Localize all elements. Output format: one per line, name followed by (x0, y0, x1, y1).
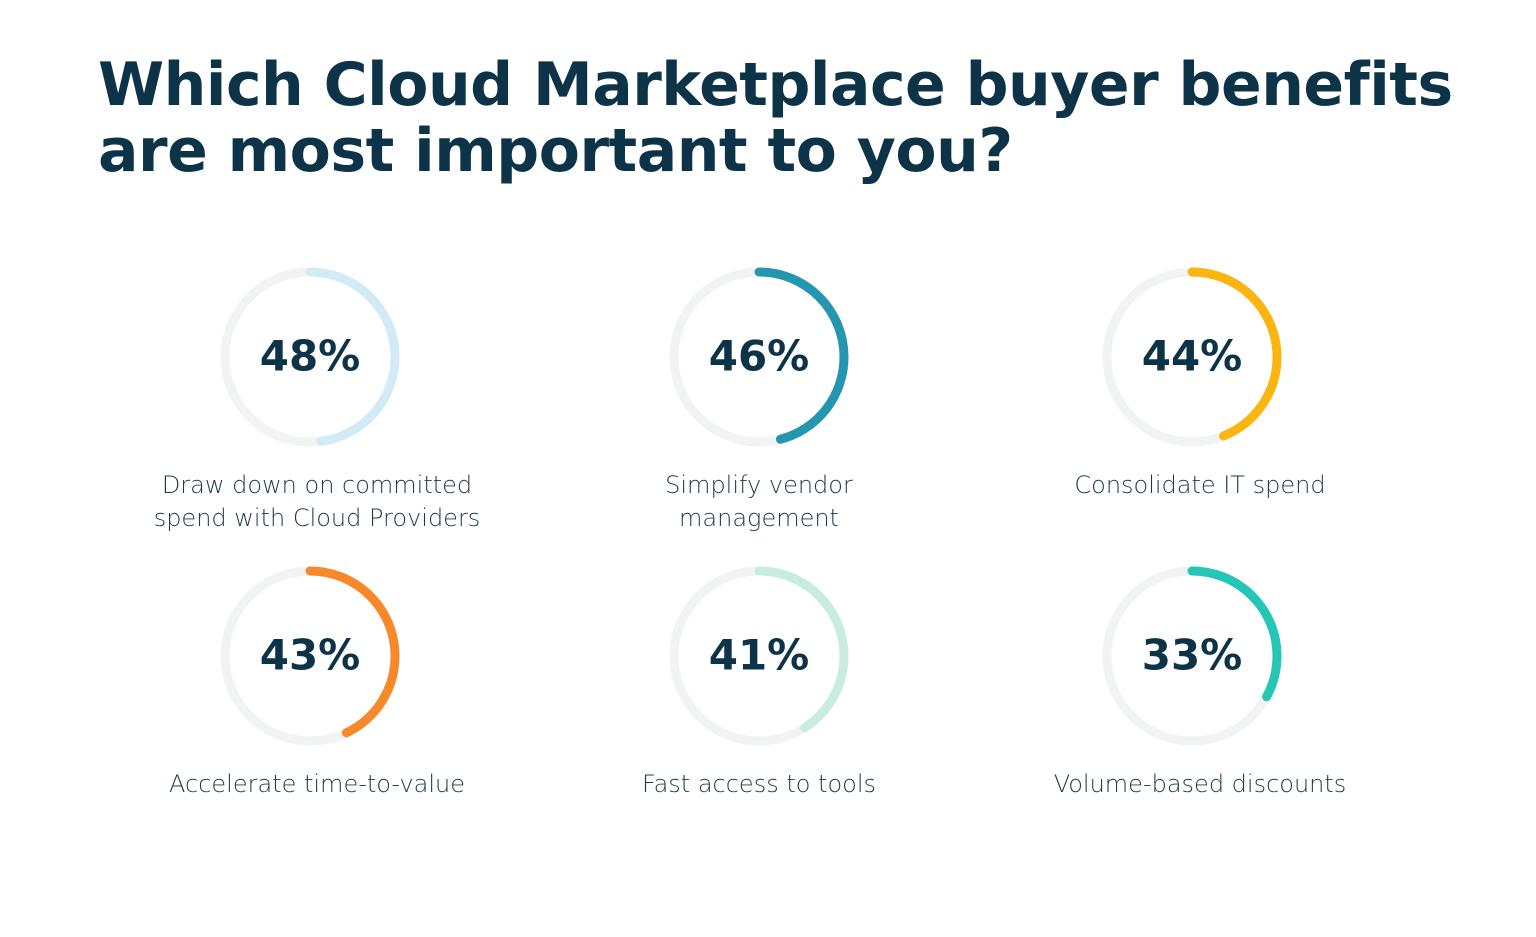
category-label: Consolidate IT spend (1074, 471, 1326, 499)
category-label: Fast access to tools (641, 770, 877, 798)
category-label: Accelerate time-to-value (169, 770, 465, 798)
category-label: Simplify vendor management (665, 471, 853, 532)
value-label: 41% (709, 631, 810, 680)
gauge-arc (1102, 566, 1282, 746)
value-label: 43% (260, 631, 361, 680)
gauge-arc (220, 566, 400, 746)
category-label: Volume-based discounts (1053, 770, 1347, 798)
gauge-arc (669, 566, 849, 746)
value-label: 33% (1142, 631, 1243, 680)
chart-title: Which Cloud Marketplace buyer benefits a… (98, 50, 1453, 186)
value-label: 46% (709, 332, 810, 381)
value-label: 48% (260, 332, 361, 381)
gauge-arc (669, 267, 849, 447)
category-label: Draw down on committed spend with Cloud … (153, 471, 481, 532)
gauge-arc (220, 267, 400, 447)
value-label: 44% (1142, 332, 1243, 381)
gauge-arc (1102, 267, 1282, 447)
